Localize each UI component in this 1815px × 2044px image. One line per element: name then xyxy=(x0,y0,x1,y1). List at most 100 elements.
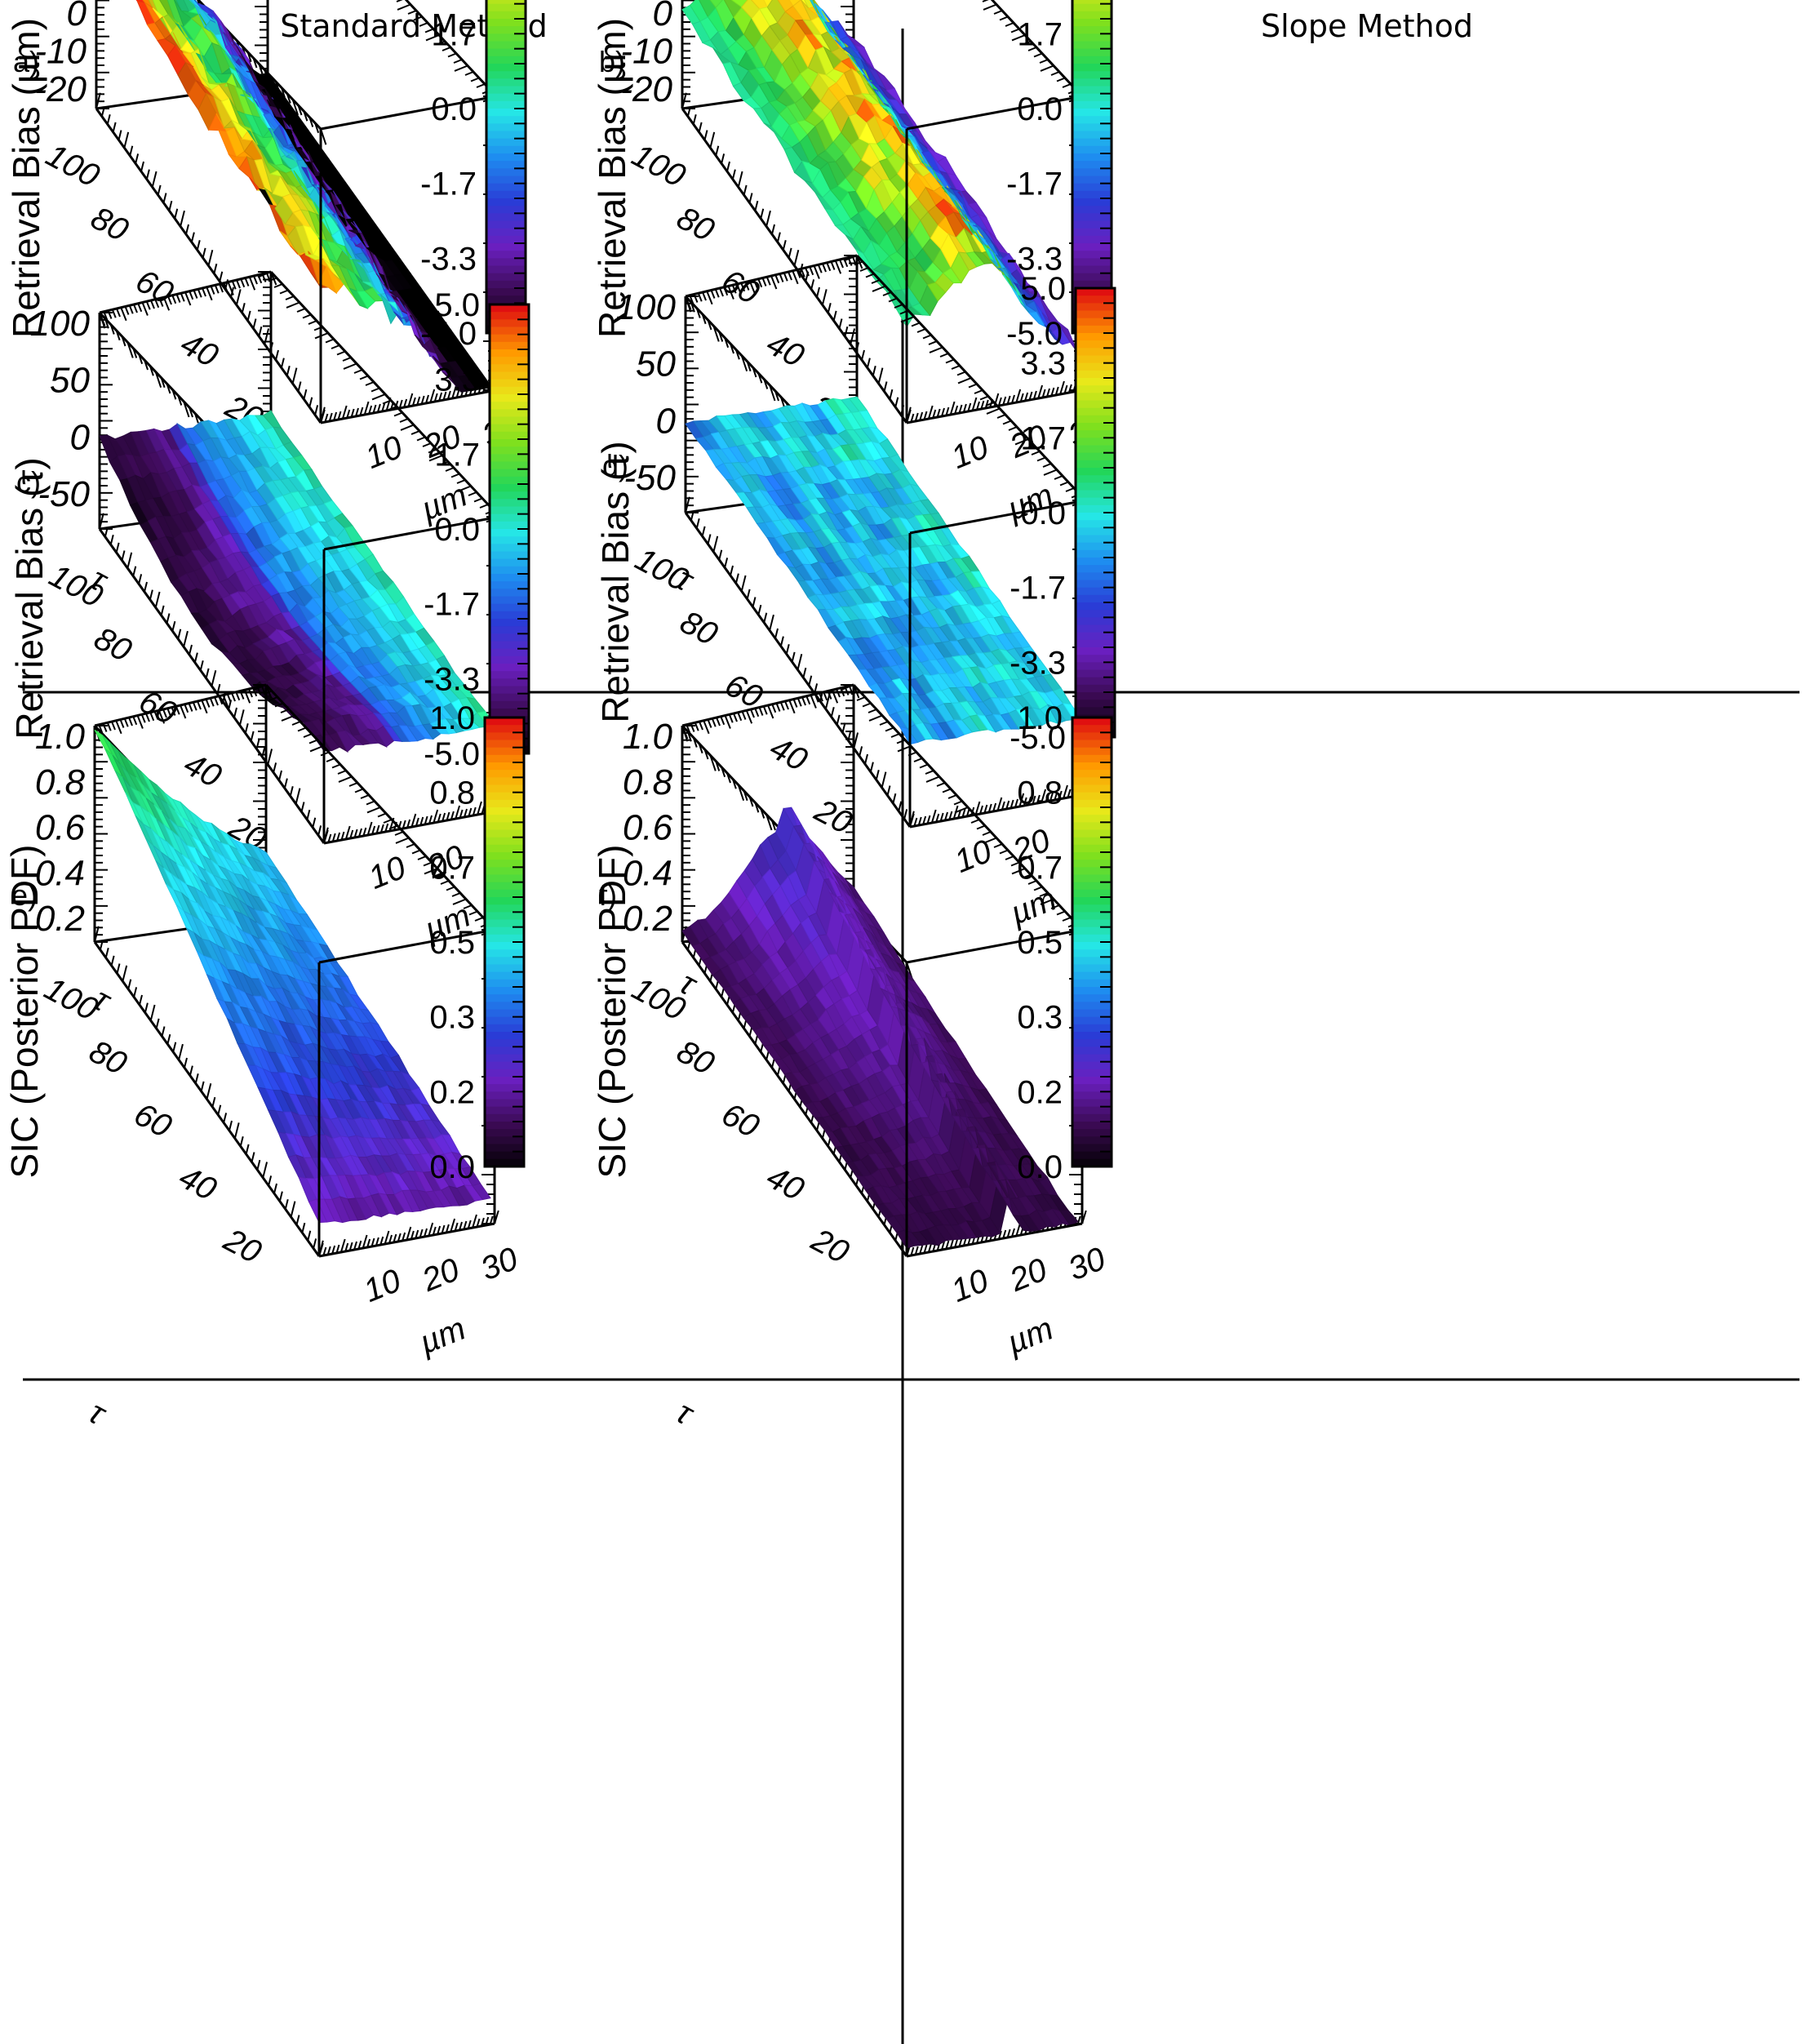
axis-tick-mark xyxy=(712,325,720,342)
tau-tick-label: 20 xyxy=(217,1221,267,1270)
axis-tick-mark xyxy=(121,550,126,561)
axis-tick-mark xyxy=(703,749,709,760)
axis-tick-mark xyxy=(819,692,823,702)
axis-tick-mark xyxy=(303,110,308,122)
axis-tick-mark xyxy=(1046,388,1050,398)
axis-tick-mark xyxy=(375,1237,379,1246)
axis-tick-mark xyxy=(349,829,354,839)
axis-tick-mark xyxy=(1025,444,1035,450)
colorbar-swatch xyxy=(1076,542,1115,551)
axis-tick-mark xyxy=(474,917,484,922)
colorbar-swatch xyxy=(1076,610,1115,619)
axis-tick-mark xyxy=(463,1220,468,1230)
colorbar-swatch xyxy=(490,304,529,313)
axis-tick-mark xyxy=(1056,77,1066,82)
axis-tick-mark xyxy=(712,535,719,553)
axis-tick-mark xyxy=(149,1004,156,1021)
colorbar-swatch xyxy=(490,491,529,500)
colorbar-swatch xyxy=(485,1084,524,1093)
axis-tick-mark xyxy=(371,1238,375,1247)
colorbar-swatch xyxy=(486,228,526,237)
axis-tick-mark xyxy=(184,1057,188,1069)
colorbar-swatch xyxy=(1072,86,1112,95)
reff-tick-label: 20 xyxy=(416,1251,464,1299)
axis-tick-mark xyxy=(733,713,738,722)
axis-tick-mark xyxy=(355,407,359,417)
axis-tick-mark xyxy=(133,304,138,313)
colorbar-swatch xyxy=(490,341,529,350)
axis-tick-mark xyxy=(1056,910,1066,916)
axis-tick-mark xyxy=(297,104,303,116)
axis-tick-mark xyxy=(965,812,974,818)
axis-tick-mark xyxy=(445,467,455,472)
axis-tick-mark xyxy=(326,758,335,762)
axis-tick-mark xyxy=(754,708,760,718)
axis-tick-mark xyxy=(911,322,921,327)
axis-tick-mark xyxy=(429,389,436,403)
axis-tick-mark xyxy=(875,770,880,780)
axis-tick-mark xyxy=(913,758,923,762)
chart-panel-a: a)Retrieval Bias (µm)3020100-10-20100806… xyxy=(5,0,527,599)
axis-tick-mark xyxy=(428,455,443,462)
axis-tick-mark xyxy=(226,693,232,703)
reff-tick-label: 10 xyxy=(359,1263,406,1309)
axis-tick-mark xyxy=(1033,886,1043,891)
axis-tick-mark xyxy=(223,282,229,292)
axis-tick-mark xyxy=(1006,395,1011,405)
colorbar-swatch xyxy=(490,409,529,418)
axis-tick-mark xyxy=(126,552,133,569)
axis-tick-mark xyxy=(984,399,989,409)
axis-tick-mark xyxy=(129,145,134,156)
colorbar-swatch xyxy=(485,792,524,801)
axis-tick-mark xyxy=(333,411,338,421)
axis-tick-mark xyxy=(695,518,700,529)
axis-tick-mark xyxy=(377,812,387,818)
axis-tick-mark xyxy=(303,389,308,400)
axis-tick-mark xyxy=(257,271,272,278)
colorbar-swatch xyxy=(1076,295,1115,304)
colorbar-swatch xyxy=(1072,48,1112,57)
axis-tick-mark xyxy=(957,377,972,384)
axis-tick-mark xyxy=(138,574,143,584)
axis-tick-mark xyxy=(1050,904,1060,909)
axis-tick-mark xyxy=(919,1245,924,1255)
axis-tick-mark xyxy=(205,699,211,708)
axis-tick-mark xyxy=(308,320,317,325)
axis-tick-mark xyxy=(273,1183,277,1194)
axis-tick-mark xyxy=(171,295,177,304)
axis-tick-mark xyxy=(737,784,745,802)
axis-tick-mark xyxy=(206,1083,212,1100)
colorbar-swatch xyxy=(1072,265,1112,274)
axis-tick-mark xyxy=(245,1144,250,1155)
colorbar-swatch xyxy=(1072,0,1112,5)
axis-tick-mark xyxy=(175,294,181,303)
axis-tick-mark xyxy=(120,307,127,322)
axis-tick-mark xyxy=(189,291,194,300)
colorbar-swatch xyxy=(486,19,526,28)
colorbar-swatch xyxy=(485,852,524,861)
axis-tick-mark xyxy=(971,397,978,411)
axis-tick-mark xyxy=(468,807,473,817)
colorbar-swatch xyxy=(1076,460,1115,469)
colorbar-swatch xyxy=(486,213,526,222)
axis-tick-mark xyxy=(869,762,874,772)
axis-tick-mark xyxy=(166,613,171,624)
axis-tick-mark xyxy=(900,316,915,323)
axis-tick-mark xyxy=(1002,420,1012,425)
axis-tick-mark xyxy=(945,358,955,364)
axis-tick-mark xyxy=(703,130,708,140)
axis-tick-mark xyxy=(774,628,779,639)
axis-tick-mark xyxy=(707,319,712,331)
axis-tick-mark xyxy=(115,330,121,341)
axis-tick-mark xyxy=(792,699,798,708)
axis-tick-mark xyxy=(308,739,318,744)
axis-tick-mark xyxy=(743,790,748,802)
axis-tick-mark xyxy=(728,713,734,723)
colorbar-swatch xyxy=(490,619,529,628)
axis-tick-mark xyxy=(1067,789,1072,798)
axis-tick-mark xyxy=(145,300,151,310)
axis-tick-mark xyxy=(711,718,717,727)
colorbar-swatch xyxy=(485,934,524,943)
colorbar-swatch xyxy=(490,709,529,718)
colorbar-swatch xyxy=(1072,206,1112,215)
